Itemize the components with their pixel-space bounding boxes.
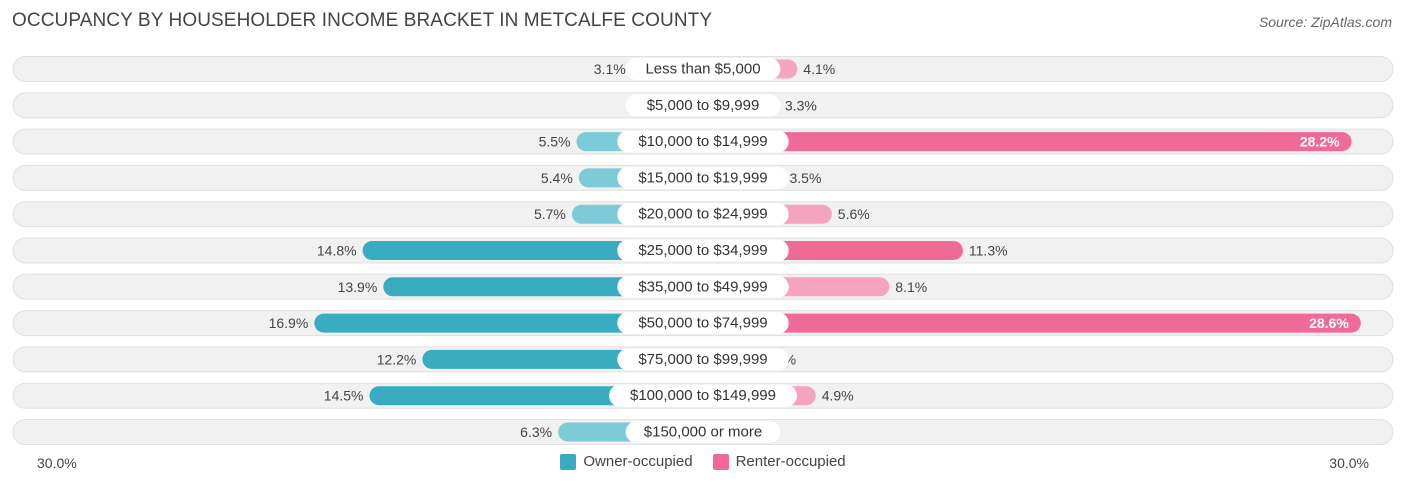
owner-value-label: 3.1% <box>594 61 626 77</box>
category-label-bg <box>617 239 789 262</box>
renter-value-label: 28.2% <box>1300 134 1340 150</box>
category-label: $100,000 to $149,999 <box>630 387 776 404</box>
category-label: $20,000 to $24,999 <box>638 206 767 223</box>
owner-value-label: 6.3% <box>520 424 552 440</box>
owner-value-label: 5.7% <box>534 206 566 222</box>
legend-label-renter: Renter-occupied <box>735 453 846 470</box>
category-label-bg <box>617 275 789 298</box>
renter-value-label: 8.1% <box>895 279 927 295</box>
renter-bar <box>703 132 1352 152</box>
renter-value-label: 4.1% <box>803 61 835 77</box>
category-label-bg <box>617 348 789 371</box>
category-label-bg <box>617 130 789 153</box>
renter-value-label: 11.3% <box>969 243 1008 259</box>
category-label-bg <box>625 58 781 80</box>
category-label: $25,000 to $34,999 <box>638 242 767 259</box>
owner-value-label: 5.5% <box>539 134 571 150</box>
category-label: $75,000 to $99,999 <box>638 351 767 368</box>
renter-value-label: 3.3% <box>785 97 817 113</box>
category-label: $150,000 or more <box>644 424 762 441</box>
owner-bar <box>314 313 703 333</box>
renter-bar <box>703 313 1361 333</box>
category-label: $50,000 to $74,999 <box>638 315 767 332</box>
axis-right-label: 30.0% <box>1329 455 1369 471</box>
owner-value-label: 5.4% <box>541 170 573 186</box>
legend-item-renter[interactable]: Renter-occupied <box>712 453 846 470</box>
category-label-bg <box>617 312 789 335</box>
renter-value-label: 4.9% <box>822 388 854 404</box>
category-label: $5,000 to $9,999 <box>647 97 760 114</box>
legend: Owner-occupied Renter-occupied <box>0 453 1406 470</box>
owner-value-label: 13.9% <box>338 279 378 295</box>
owner-value-label: 12.2% <box>377 351 417 367</box>
renter-value-label: 5.6% <box>838 206 870 222</box>
owner-value-label: 14.5% <box>324 388 364 404</box>
owner-bar <box>362 241 703 260</box>
legend-swatch-owner <box>560 453 577 470</box>
category-label: $15,000 to $19,999 <box>638 169 767 186</box>
renter-value-label: 3.5% <box>790 170 822 186</box>
category-label-bg <box>609 384 797 407</box>
source-label: Source: ZipAtlas.com <box>1258 14 1392 30</box>
legend-item-owner[interactable]: Owner-occupied <box>560 453 693 470</box>
category-label-bg <box>625 94 781 117</box>
legend-label-owner: Owner-occupied <box>583 453 693 470</box>
category-label-bg <box>617 203 789 226</box>
category-label-bg <box>617 166 789 189</box>
renter-value-label: 28.6% <box>1309 315 1349 331</box>
legend-swatch-renter <box>712 453 729 470</box>
owner-value-label: 14.8% <box>317 243 357 259</box>
category-label-bg <box>625 421 781 443</box>
category-label: $35,000 to $49,999 <box>638 278 767 295</box>
category-label: Less than $5,000 <box>645 61 760 78</box>
owner-value-label: 16.9% <box>269 315 309 331</box>
chart-title: OCCUPANCY BY HOUSEHOLDER INCOME BRACKET … <box>12 10 713 31</box>
category-label: $10,000 to $14,999 <box>638 133 767 150</box>
axis-left-label: 30.0% <box>37 455 77 471</box>
